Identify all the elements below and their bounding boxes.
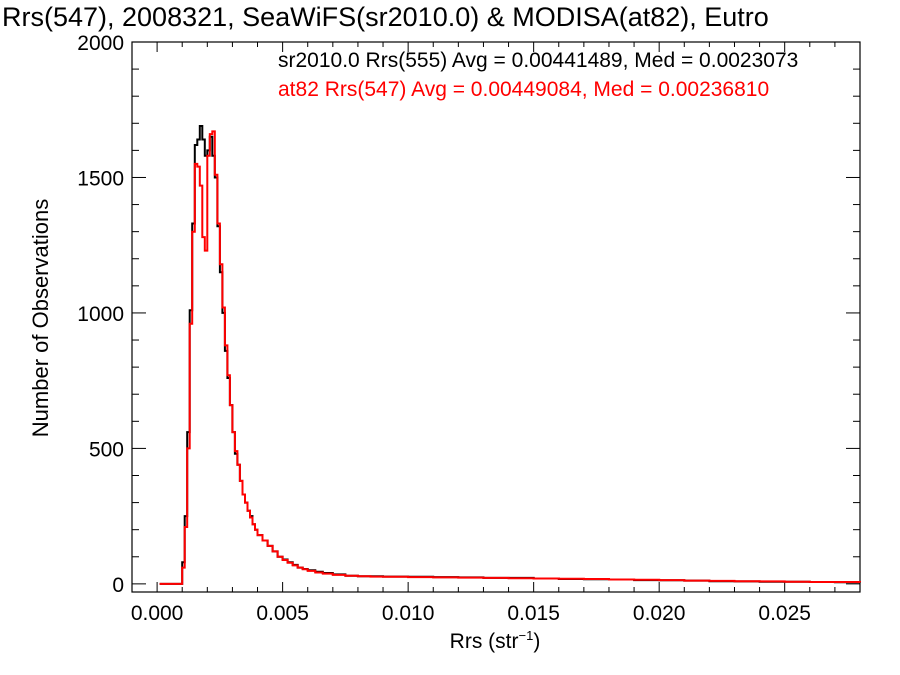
y-axis-label: Number of Observations [28, 198, 53, 438]
x-axis-label: Rrs (str−1) [450, 628, 541, 654]
series-line-sr2010 [159, 125, 861, 585]
y-tick-label: 500 [89, 438, 124, 461]
legend-entry-at82: at82 Rrs(547) Avg = 0.00449084, Med = 0.… [278, 78, 770, 101]
x-axis-label-close: ) [533, 630, 541, 653]
x-axis-label-superscript: −1 [518, 628, 534, 643]
y-tick-label: 0 [112, 574, 124, 597]
x-tick-label: 0.025 [758, 602, 811, 625]
x-tick-label: 0.010 [382, 602, 435, 625]
y-tick-label: 2000 [77, 32, 124, 55]
x-tick-label: 0.020 [633, 602, 686, 625]
series-line-at82 [159, 130, 861, 585]
legend-entry-sr2010: sr2010.0 Rrs(555) Avg = 0.00441489, Med … [278, 49, 799, 72]
x-axis-label-text: Rrs (str [449, 630, 519, 653]
y-tick-label: 1000 [77, 303, 124, 326]
chart-title: Rrs(547), 2008321, SeaWiFS(sr2010.0) & M… [2, 2, 769, 32]
x-tick-label: 0.005 [256, 602, 309, 625]
y-tick-label: 1500 [77, 167, 124, 190]
x-tick-label: 0.000 [131, 602, 184, 625]
plot-frame [131, 41, 861, 593]
x-tick-label: 0.015 [507, 602, 560, 625]
